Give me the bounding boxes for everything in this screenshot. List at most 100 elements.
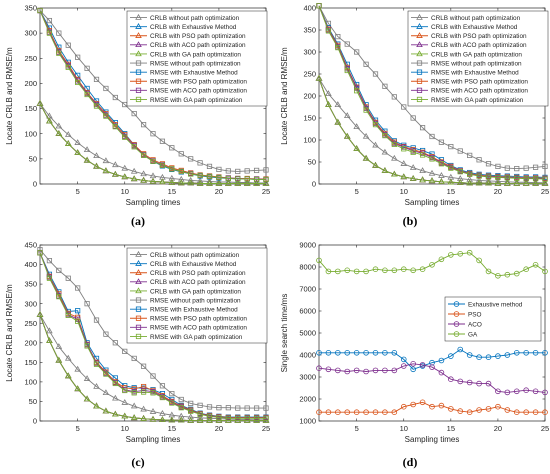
data-point xyxy=(83,375,91,381)
data-point xyxy=(234,179,242,186)
data-point xyxy=(65,42,71,48)
data-point xyxy=(102,389,110,396)
data-point xyxy=(485,179,492,186)
legend-label: RMSE with GA path optimization xyxy=(150,97,243,104)
series-line xyxy=(318,5,546,178)
data-point xyxy=(372,122,379,128)
data-point xyxy=(523,409,529,416)
data-point xyxy=(457,408,464,414)
data-point xyxy=(253,176,260,183)
y-tick-label: 350 xyxy=(303,26,316,35)
y-tick-label: 300 xyxy=(24,299,37,308)
y-tick-label: 100 xyxy=(24,129,37,138)
data-point xyxy=(409,175,417,181)
data-point xyxy=(169,400,175,406)
x-axis-label: Sampling times xyxy=(405,198,460,207)
data-point xyxy=(325,366,332,373)
data-point xyxy=(542,268,548,275)
data-point xyxy=(234,178,242,185)
data-point xyxy=(130,402,138,409)
data-point xyxy=(187,176,194,183)
legend-label: CRLB with GA path optimization xyxy=(150,288,241,295)
data-point xyxy=(504,407,511,413)
data-point xyxy=(263,415,269,421)
data-point xyxy=(168,178,176,185)
legend-label: CRLB without path optimization xyxy=(150,252,240,259)
data-point xyxy=(46,337,53,344)
data-point xyxy=(244,176,250,182)
panel-caption-d: (d) xyxy=(402,455,418,469)
data-point xyxy=(429,403,435,410)
data-point xyxy=(344,267,351,274)
data-point xyxy=(149,172,157,179)
data-point xyxy=(466,175,473,182)
legend-marker xyxy=(453,321,460,327)
legend-label: CRLB with ACO path optimization xyxy=(150,42,246,49)
data-point xyxy=(429,133,435,140)
data-point xyxy=(159,416,166,423)
data-point xyxy=(159,162,166,168)
data-point xyxy=(504,271,511,278)
series-crlb-with-ga-path-optimization xyxy=(36,99,270,186)
data-point xyxy=(74,149,81,156)
data-point xyxy=(188,408,194,414)
x-tick-label: 15 xyxy=(447,424,455,433)
legend-label: CRLB with Exhaustive Method xyxy=(150,24,237,31)
legend-label: PSO xyxy=(468,311,482,318)
data-point xyxy=(466,352,473,358)
y-tick-label: 7000 xyxy=(299,285,316,294)
data-point xyxy=(102,407,110,414)
legend-label: Exhaustive method xyxy=(468,301,523,308)
legend-label: RMSE with ACO path optimization xyxy=(150,325,247,332)
data-point xyxy=(93,76,100,83)
data-point xyxy=(400,160,408,166)
data-point xyxy=(409,164,417,170)
legend-marker xyxy=(135,41,142,48)
data-point xyxy=(353,268,360,275)
data-point xyxy=(335,350,341,356)
data-point xyxy=(65,275,71,281)
y-tick-label: 250 xyxy=(303,70,316,79)
data-point xyxy=(335,367,341,374)
x-tick-label: 25 xyxy=(262,424,270,433)
data-point xyxy=(140,415,147,421)
legend-marker xyxy=(453,331,460,337)
x-tick-label: 25 xyxy=(541,187,549,196)
data-point xyxy=(325,350,332,356)
data-point xyxy=(438,357,445,364)
data-point xyxy=(74,139,81,145)
data-point xyxy=(206,404,213,410)
data-point xyxy=(56,30,62,36)
legend-marker xyxy=(416,32,423,38)
data-point xyxy=(334,118,342,125)
legend-marker xyxy=(416,50,423,57)
data-point xyxy=(513,179,521,186)
data-point xyxy=(130,175,138,182)
panel-caption-c: (c) xyxy=(131,455,145,469)
x-axis-label: Sampling times xyxy=(126,198,181,207)
data-point xyxy=(353,350,360,356)
data-point xyxy=(523,387,529,394)
data-point xyxy=(243,179,251,186)
data-point xyxy=(93,103,100,109)
data-point xyxy=(159,138,166,144)
data-point xyxy=(410,149,416,155)
series-line xyxy=(318,78,545,184)
data-point xyxy=(429,261,435,268)
data-point xyxy=(244,168,250,174)
data-point xyxy=(523,165,529,171)
data-point xyxy=(372,71,379,77)
data-point xyxy=(243,178,251,185)
data-point xyxy=(419,167,426,174)
y-tick-label: 4000 xyxy=(299,351,316,360)
series-line xyxy=(39,10,267,172)
legend: Exhaustive method PSO ACO GA xyxy=(444,296,542,342)
y-tick-label: 50 xyxy=(308,158,316,167)
data-point xyxy=(448,252,454,258)
data-point xyxy=(325,28,332,34)
data-point xyxy=(476,257,482,264)
data-point xyxy=(149,415,157,422)
data-point xyxy=(382,409,388,416)
series-rmse-with-ga-path-optimization xyxy=(316,3,548,182)
data-point xyxy=(131,386,137,392)
